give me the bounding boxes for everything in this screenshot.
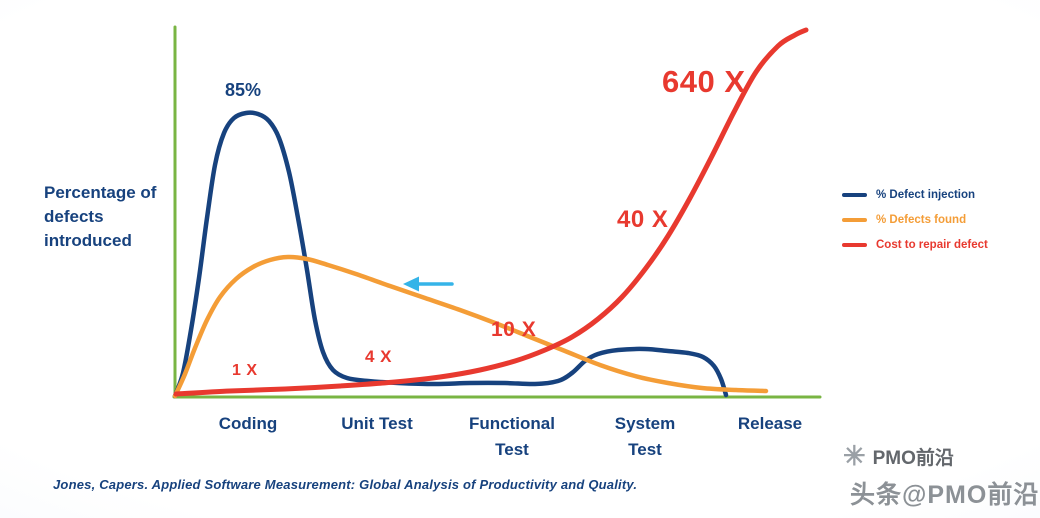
left-arrow-icon <box>403 276 454 292</box>
found-curve <box>172 254 769 399</box>
legend-item-defect-injection: % Defect injection <box>842 189 988 201</box>
citation: Jones, Capers. Applied Software Measurem… <box>53 477 638 492</box>
annotation-cost-10x: 10 X <box>491 318 537 341</box>
legend-swatch-found <box>842 218 867 222</box>
annotation-cost-4x: 4 X <box>365 347 393 366</box>
legend-item-cost-repair: Cost to repair defect <box>842 239 988 251</box>
annotation-injection-peak: 85% <box>225 80 262 100</box>
annotation-cost-40x: 40 X <box>617 206 669 233</box>
legend-item-defects-found: % Defects found <box>842 214 988 226</box>
legend: % Defect injection % Defects found Cost … <box>842 189 988 264</box>
watermark-byline: 头条@PMO前沿 <box>850 481 1040 509</box>
x-tick-release: Release <box>737 414 803 433</box>
x-tick-unit-test: Unit Test <box>341 414 413 433</box>
starburst-icon: ✳ <box>843 441 866 471</box>
legend-swatch-cost <box>842 243 867 247</box>
y-axis-label: Percentage of defects introduced <box>44 183 157 251</box>
annotation-cost-1x: 1 X <box>232 362 258 379</box>
x-tick-system-test: System Test <box>614 414 676 460</box>
watermark-brand: ✳ PMO前沿 <box>843 443 954 470</box>
legend-label-found: % Defects found <box>876 214 967 226</box>
x-tick-coding: Coding <box>218 414 278 433</box>
x-tick-functional-test: Functional Test <box>469 414 555 460</box>
series-curves <box>172 27 809 399</box>
injection-curve <box>172 110 729 399</box>
watermark-brand-text: PMO前沿 <box>872 448 954 469</box>
legend-label-cost: Cost to repair defect <box>876 239 988 251</box>
annotation-cost-640x: 640 X <box>662 64 746 99</box>
legend-label-injection: % Defect injection <box>876 189 976 201</box>
cost-curve <box>173 27 809 397</box>
legend-swatch-injection <box>842 193 867 197</box>
